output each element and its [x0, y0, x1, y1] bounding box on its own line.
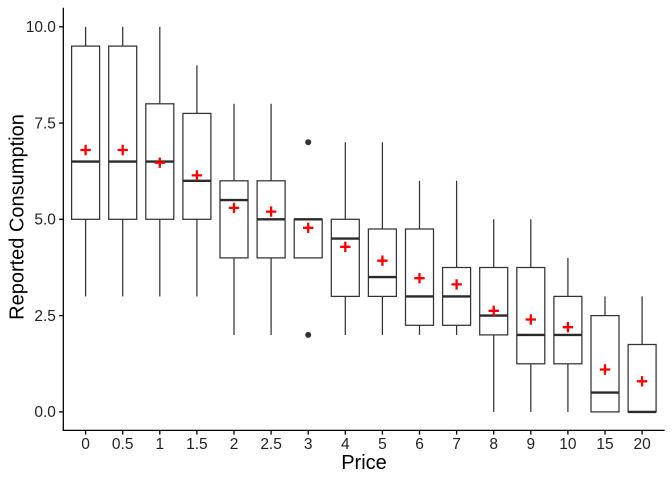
- svg-text:2.5: 2.5: [34, 308, 56, 325]
- svg-text:4: 4: [341, 436, 350, 453]
- svg-text:0.5: 0.5: [112, 436, 134, 453]
- svg-text:2: 2: [230, 436, 239, 453]
- svg-text:15: 15: [596, 436, 613, 453]
- svg-text:10.0: 10.0: [26, 19, 57, 36]
- svg-text:7: 7: [452, 436, 461, 453]
- svg-text:3: 3: [304, 436, 313, 453]
- svg-text:0.0: 0.0: [34, 404, 56, 421]
- svg-text:Price: Price: [341, 452, 387, 474]
- svg-text:9: 9: [526, 436, 535, 453]
- svg-text:8: 8: [489, 436, 498, 453]
- svg-text:5.0: 5.0: [34, 212, 56, 229]
- svg-text:1: 1: [155, 436, 164, 453]
- svg-text:0: 0: [81, 436, 90, 453]
- svg-text:10: 10: [559, 436, 577, 453]
- svg-text:2.5: 2.5: [260, 436, 282, 453]
- svg-text:7.5: 7.5: [34, 115, 56, 132]
- svg-text:20: 20: [633, 436, 651, 453]
- svg-text:6: 6: [415, 436, 424, 453]
- svg-text:5: 5: [378, 436, 387, 453]
- svg-text:Reported Consumption: Reported Consumption: [7, 114, 29, 320]
- svg-text:1.5: 1.5: [186, 436, 208, 453]
